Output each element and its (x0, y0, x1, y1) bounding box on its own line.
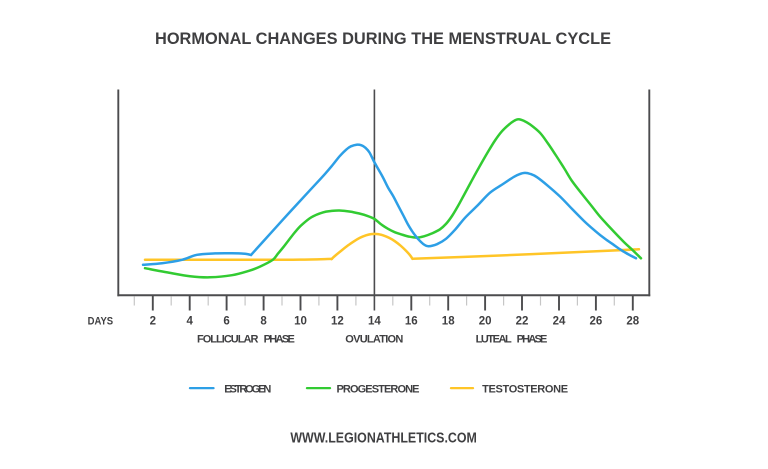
svg-text:WWW.LEGIONATHLETICS.COM: WWW.LEGIONATHLETICS.COM (290, 431, 477, 447)
svg-text:2: 2 (150, 316, 156, 328)
svg-text:4: 4 (186, 316, 193, 328)
svg-text:LUTEAL: LUTEAL (476, 334, 512, 346)
svg-text:PHASE: PHASE (517, 334, 548, 346)
svg-text:ESTROGEN: ESTROGEN (224, 383, 271, 395)
svg-text:TESTOSTERONE: TESTOSTERONE (482, 383, 568, 395)
svg-text:18: 18 (442, 316, 455, 328)
svg-text:HORMONAL CHANGES DURING THE ME: HORMONAL CHANGES DURING THE MENSTRUAL CY… (155, 29, 611, 48)
svg-text:FOLLICULAR: FOLLICULAR (197, 334, 258, 346)
svg-text:28: 28 (626, 316, 639, 328)
svg-text:26: 26 (590, 316, 603, 328)
svg-text:6: 6 (223, 316, 229, 328)
svg-text:20: 20 (479, 316, 492, 328)
svg-text:16: 16 (405, 316, 418, 328)
svg-text:PROGESTERONE: PROGESTERONE (337, 383, 420, 395)
svg-text:OVULATION: OVULATION (345, 334, 403, 346)
svg-text:22: 22 (516, 316, 529, 328)
svg-text:PHASE: PHASE (264, 334, 295, 346)
svg-text:14: 14 (368, 316, 381, 328)
svg-text:12: 12 (331, 316, 344, 328)
svg-text:24: 24 (553, 316, 566, 328)
svg-text:10: 10 (294, 316, 307, 328)
svg-text:DAYS: DAYS (88, 316, 114, 328)
svg-text:8: 8 (260, 316, 267, 328)
